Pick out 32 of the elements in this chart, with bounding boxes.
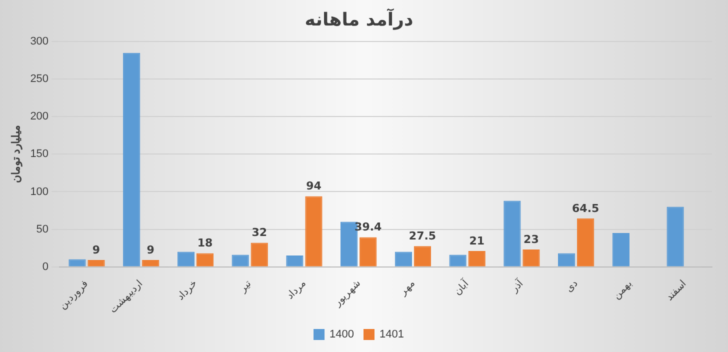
data-label: 9 xyxy=(92,243,100,256)
data-label: 64.5 xyxy=(572,202,600,215)
data-label: 94 xyxy=(306,180,322,193)
x-tick-label: اسفند xyxy=(664,278,689,304)
y-tick-label: 0 xyxy=(42,260,49,273)
x-tick-label: بهمن xyxy=(611,278,635,302)
x-tick-label: تیر xyxy=(236,278,254,296)
x-tick-label: آذر xyxy=(507,276,526,296)
data-label: 32 xyxy=(252,226,268,240)
y-tick-label: 100 xyxy=(30,186,49,198)
x-tick-label: شهریور xyxy=(332,278,363,310)
data-label: 21 xyxy=(469,234,485,248)
x-tick-label: خرداد xyxy=(176,278,200,302)
chart-title: درآمد ماهانه xyxy=(304,7,414,30)
y-tick-label: 50 xyxy=(36,223,49,236)
y-tick-label: 200 xyxy=(30,110,49,123)
x-tick-label: اردیبهشت xyxy=(108,278,146,316)
y-axis-title: میلیارد تومان xyxy=(10,125,23,184)
data-label: 9 xyxy=(146,243,154,256)
data-label: 27.5 xyxy=(408,230,436,243)
x-tick-label: فروردین xyxy=(58,278,91,312)
x-tick-label: آبان xyxy=(450,276,472,298)
legend-label: 1400 xyxy=(330,328,354,341)
data-label: 18 xyxy=(197,236,213,250)
y-tick-label: 300 xyxy=(30,36,49,48)
data-label: 23 xyxy=(524,232,539,246)
x-tick-label: مهر xyxy=(397,278,418,298)
y-tick-label: 250 xyxy=(30,73,49,86)
x-tick-label: مرداد xyxy=(284,278,308,302)
legend-label: 1401 xyxy=(380,328,404,341)
y-tick-label: 150 xyxy=(30,148,49,160)
x-tick-label: دی xyxy=(564,278,580,295)
